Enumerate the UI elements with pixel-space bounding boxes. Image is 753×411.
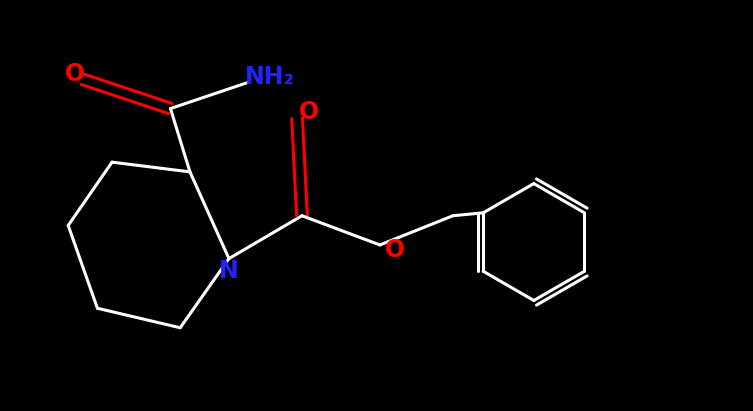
Text: O: O xyxy=(65,62,85,85)
Text: N: N xyxy=(219,259,239,283)
Text: O: O xyxy=(385,238,404,262)
Text: O: O xyxy=(299,100,319,125)
Text: NH₂: NH₂ xyxy=(245,65,294,90)
